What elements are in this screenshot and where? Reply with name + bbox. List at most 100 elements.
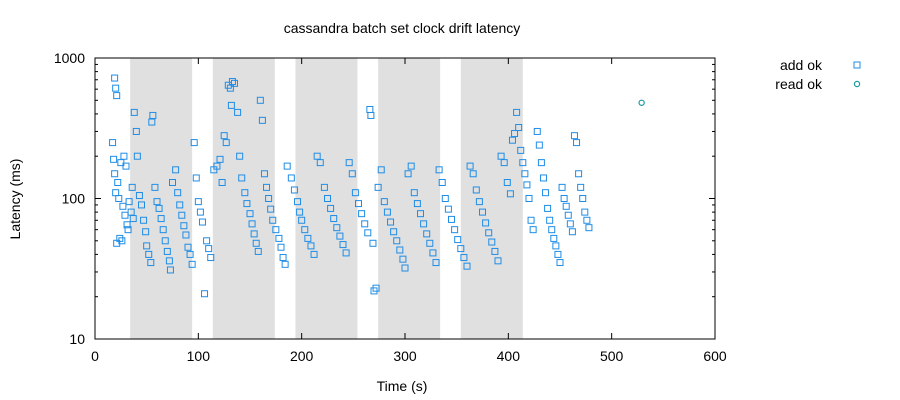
data-point-add-ok xyxy=(460,254,468,262)
data-point-add-ok xyxy=(301,226,309,234)
data-point-add-ok xyxy=(203,237,211,245)
data-point-add-ok xyxy=(234,108,242,116)
data-point-add-ok xyxy=(556,259,564,267)
data-point-add-ok xyxy=(448,215,455,223)
data-point-add-ok xyxy=(128,183,136,191)
data-point-add-ok xyxy=(525,195,533,202)
data-point-add-ok xyxy=(129,215,137,223)
data-point-add-ok xyxy=(112,189,120,197)
data-point-add-ok xyxy=(246,210,254,218)
data-point-add-ok xyxy=(153,198,161,206)
data-point-add-ok xyxy=(399,255,407,263)
data-point-add-ok xyxy=(252,239,260,247)
y-tick-label: 10 xyxy=(69,331,85,347)
data-point-add-ok xyxy=(145,250,153,258)
data-point-add-ok xyxy=(387,218,395,226)
data-point-add-ok xyxy=(432,259,440,267)
data-point-add-ok xyxy=(256,96,264,104)
data-point-add-ok xyxy=(283,162,291,170)
data-point-add-ok xyxy=(148,118,156,126)
data-point-add-ok xyxy=(122,162,130,170)
data-point-add-ok xyxy=(281,260,289,268)
legend: add ok read ok xyxy=(775,57,861,92)
data-point-add-ok xyxy=(184,243,192,251)
data-point-add-ok xyxy=(272,226,280,234)
data-point-add-ok xyxy=(539,174,547,182)
data-point-add-ok xyxy=(296,208,304,216)
data-point-add-ok xyxy=(570,132,578,140)
data-point-add-ok xyxy=(277,243,285,251)
x-tick-label: 100 xyxy=(187,348,211,364)
data-point-add-ok xyxy=(441,195,449,202)
data-point-add-ok xyxy=(377,166,385,174)
data-point-add-ok xyxy=(537,159,545,167)
data-point-add-ok xyxy=(345,159,353,167)
data-point-add-ok xyxy=(186,250,194,258)
shaded-interval xyxy=(295,58,358,339)
data-point-add-ok xyxy=(265,195,273,202)
data-point-add-ok xyxy=(423,230,431,238)
data-point-add-ok xyxy=(457,245,465,253)
legend-label-add-ok: add ok xyxy=(780,57,823,73)
x-tick-label: 0 xyxy=(91,348,99,364)
data-point-add-ok xyxy=(573,139,581,147)
data-point-add-ok xyxy=(279,254,287,262)
x-tick-label: 400 xyxy=(497,348,521,364)
data-point-add-ok xyxy=(310,250,318,258)
data-point-add-ok xyxy=(205,245,213,253)
data-point-add-ok xyxy=(361,220,369,228)
data-point-add-ok xyxy=(554,250,562,258)
data-point-add-ok xyxy=(503,178,511,186)
data-point-add-ok xyxy=(123,221,131,229)
data-point-add-ok xyxy=(207,254,215,262)
y-tick-label: 100 xyxy=(62,191,86,207)
data-point-add-ok xyxy=(426,239,434,247)
x-tick-label: 300 xyxy=(393,348,417,364)
data-point-add-ok xyxy=(390,228,398,236)
data-point-add-ok xyxy=(201,290,209,298)
data-point-add-ok xyxy=(413,200,421,208)
data-point-add-ok xyxy=(125,198,133,206)
data-point-add-ok xyxy=(174,189,182,197)
data-point-add-ok xyxy=(260,170,268,178)
data-point-add-ok xyxy=(466,162,474,170)
legend-marker-square xyxy=(853,61,861,69)
data-point-add-ok xyxy=(454,236,462,244)
data-point-add-ok xyxy=(351,189,359,197)
data-point-add-ok xyxy=(241,189,249,197)
data-point-add-ok xyxy=(508,136,516,144)
data-point-add-ok xyxy=(410,189,418,197)
data-point-add-ok xyxy=(320,183,328,191)
data-point-add-ok xyxy=(316,159,324,167)
data-point-add-ok xyxy=(366,105,374,113)
data-point-add-ok xyxy=(180,222,188,230)
data-point-add-ok xyxy=(143,242,151,250)
data-point-add-ok xyxy=(575,170,583,178)
data-point-add-ok xyxy=(577,183,585,191)
data-point-add-ok xyxy=(248,220,256,228)
axis-ticks: 0 100 200 300 400 500 600 10 100 1000 xyxy=(54,50,727,364)
data-point-add-ok xyxy=(558,183,566,191)
data-point-add-ok xyxy=(298,216,306,224)
data-point-add-ok xyxy=(396,246,404,254)
data-point-add-ok xyxy=(523,181,531,189)
y-tick-label: 1000 xyxy=(54,50,85,66)
data-point-add-ok xyxy=(417,210,424,218)
data-point-add-ok xyxy=(383,208,391,216)
data-point-add-ok xyxy=(521,170,529,178)
data-point-add-ok xyxy=(451,226,459,234)
data-point-add-ok xyxy=(355,200,362,208)
data-point-add-ok xyxy=(220,132,228,140)
data-point-add-ok xyxy=(198,218,206,226)
data-point-add-ok xyxy=(583,216,591,224)
data-point-add-ok xyxy=(494,257,502,265)
data-point-add-ok xyxy=(290,186,298,194)
x-tick-label: 500 xyxy=(600,348,624,364)
legend-label-read-ok: read ok xyxy=(775,76,823,92)
data-point-add-ok xyxy=(542,189,550,197)
data-point-add-ok xyxy=(544,204,552,212)
data-point-add-ok xyxy=(566,220,574,228)
data-point-add-ok xyxy=(463,262,471,270)
data-point-add-ok xyxy=(527,216,535,224)
